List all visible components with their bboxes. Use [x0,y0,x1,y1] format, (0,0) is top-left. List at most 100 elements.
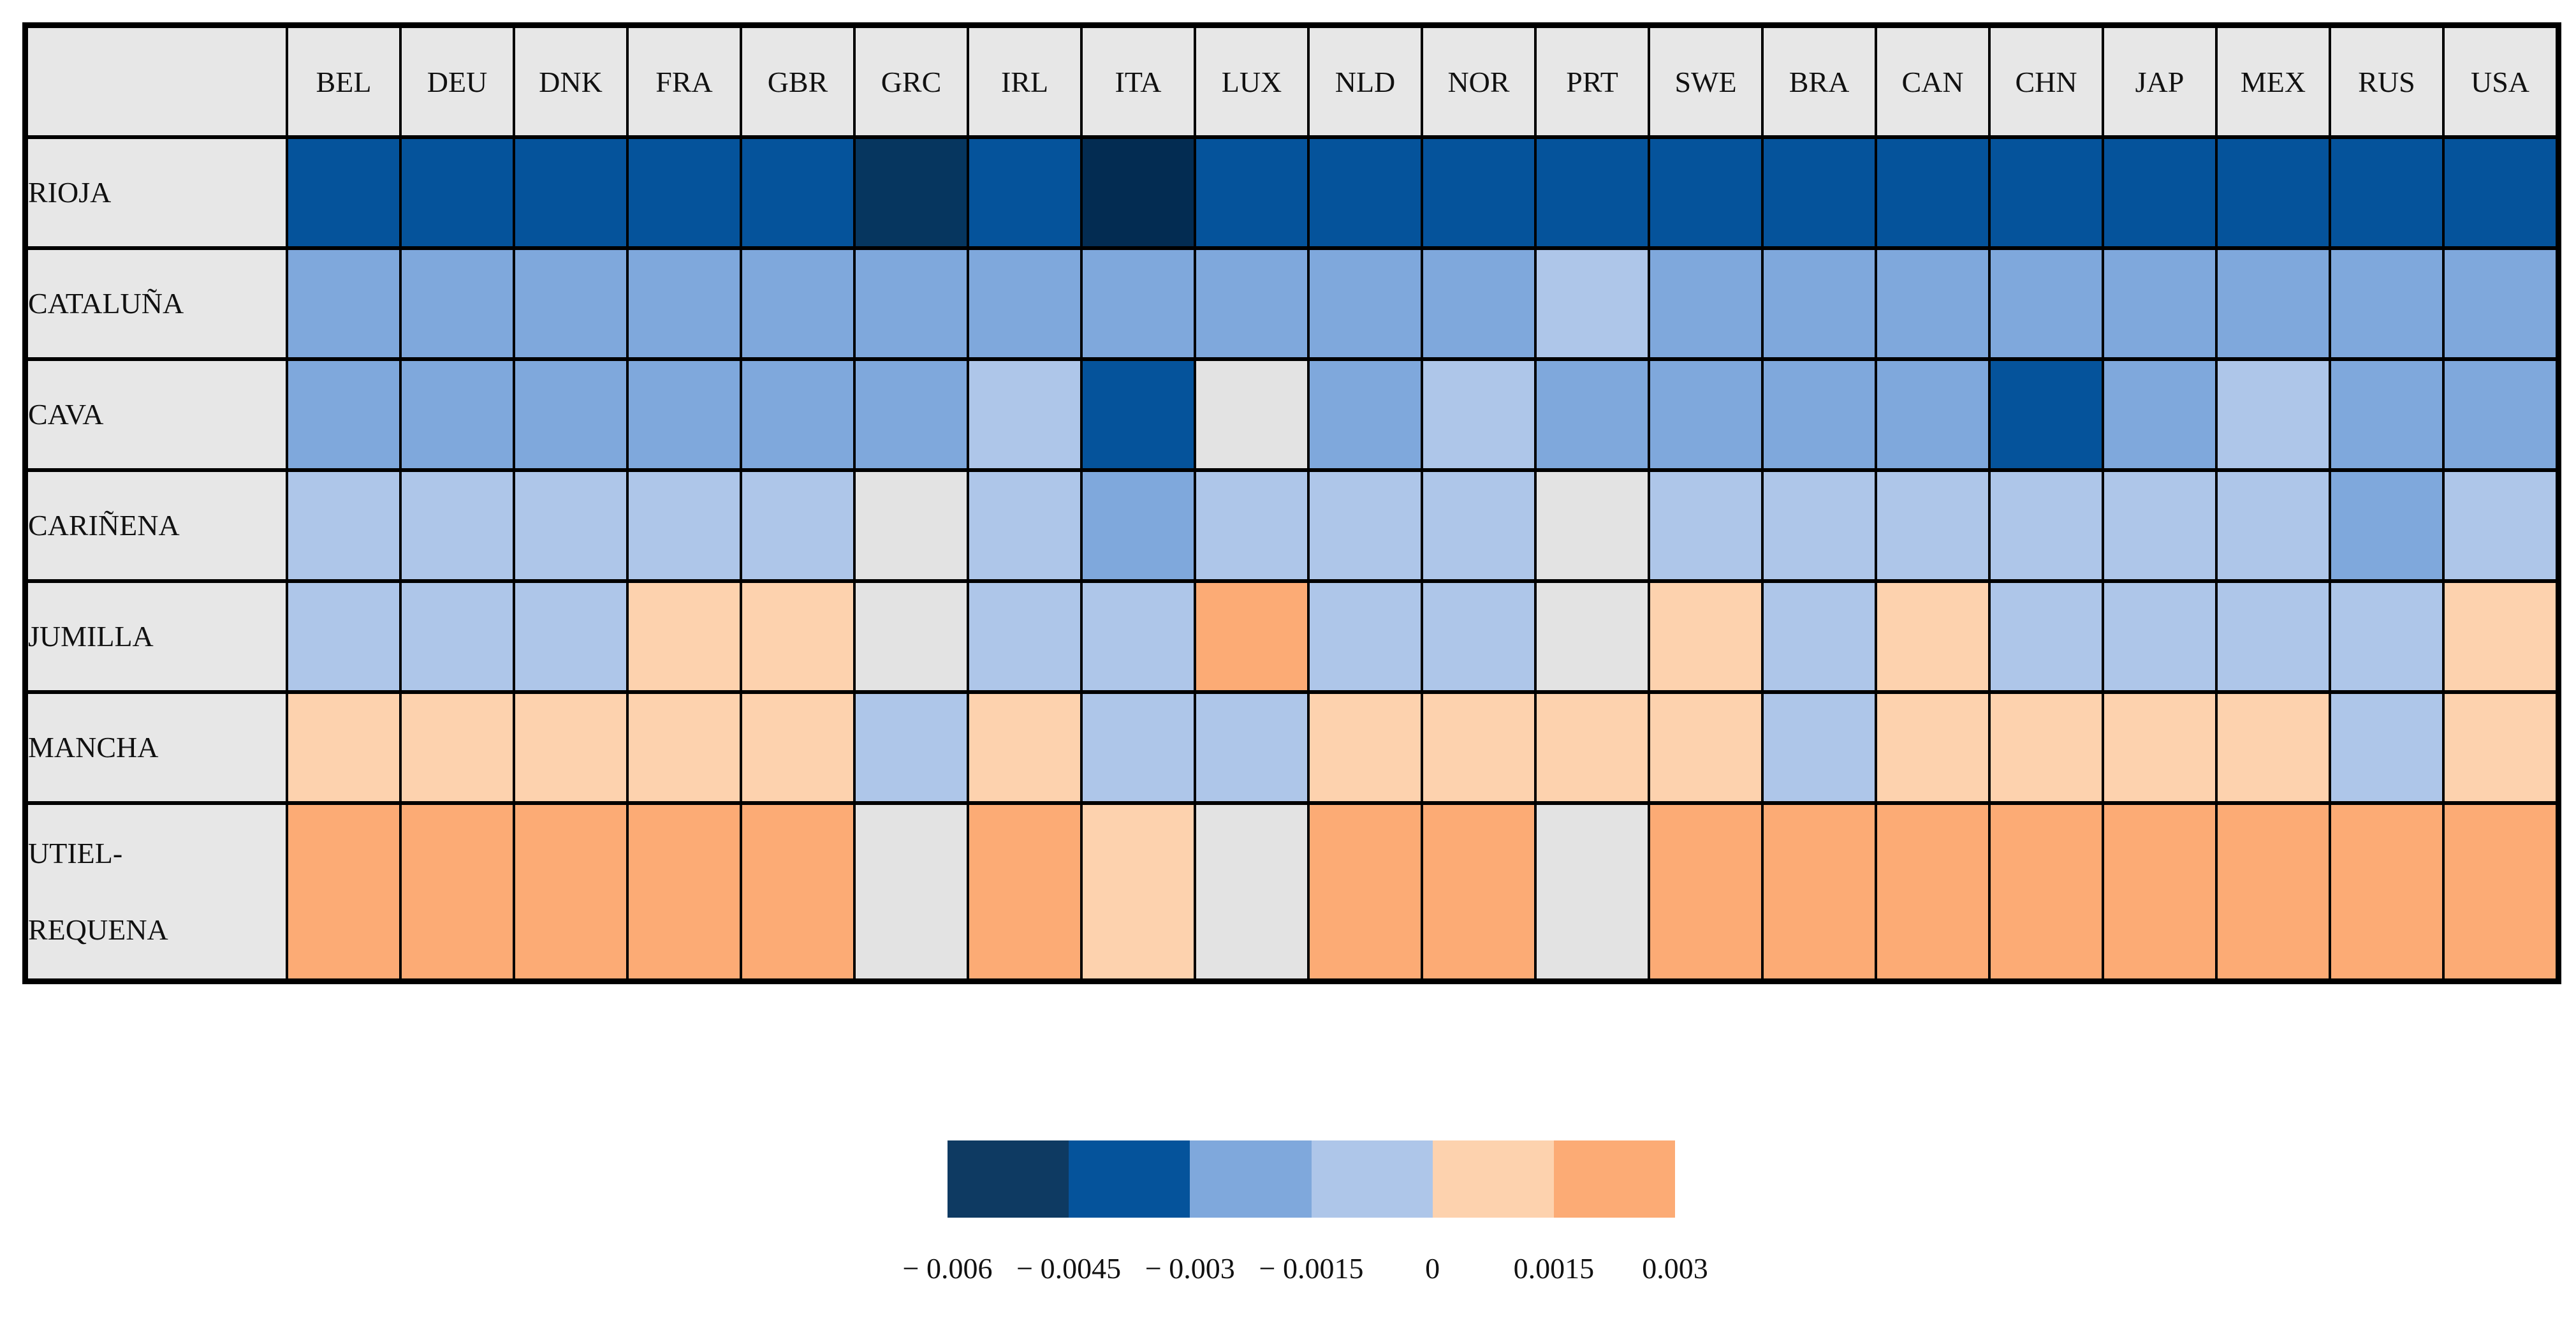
heatmap-cell [2215,579,2331,694]
heatmap-cell [2329,246,2445,361]
heatmap-cell [853,246,969,361]
heatmap-cell [2442,468,2560,583]
heatmap-cell [626,357,742,472]
heatmap-cell [1648,579,1764,694]
column-header-swe: SWE [1648,23,1764,139]
heatmap-cell [2442,690,2560,805]
column-header-bel: BEL [286,23,402,139]
row-label: JUMILLA [24,579,288,694]
color-legend-bar [948,1140,1676,1218]
column-header-bra: BRA [1761,23,1877,139]
heatmap-cell [626,468,742,583]
corner-cell [24,23,288,139]
heatmap-cell [399,801,515,984]
heatmap-cell [1194,801,1310,984]
legend-tick-label: − 0.0045 [1016,1252,1122,1285]
heatmap-cell [853,135,969,250]
heatmap-cell [286,357,402,472]
heatmap-cell [2102,468,2218,583]
heatmap-cell [1761,357,1877,472]
heatmap-cell [1307,135,1423,250]
heatmap-cell [1875,357,1991,472]
heatmap-cell [1988,579,2104,694]
heatmap-cell [2215,357,2331,472]
heatmap-cell [2442,579,2560,694]
table-row: RIOJA [24,135,2560,250]
heatmap-cell [1988,690,2104,805]
heatmap-cell [853,690,969,805]
heatmap-cell [1080,468,1196,583]
table-row: MANCHA [24,690,2560,805]
heatmap-cell [1988,357,2104,472]
heatmap-cell [2102,690,2218,805]
column-header-ita: ITA [1080,23,1196,139]
heatmap-cell [1988,246,2104,361]
header-row: BEL DEU DNK FRA GBR GRC IRL ITA LUX NLD NOR PRT SWE B… [24,23,2560,139]
column-header-fra: FRA [626,23,742,139]
heatmap-cell [740,801,856,984]
heatmap-cell [740,579,856,694]
heatmap-cell [1875,135,1991,250]
heatmap-cell [1307,246,1423,361]
heatmap-cell [513,579,629,694]
heatmap-cell [740,357,856,472]
heatmap-cell [2102,135,2218,250]
heatmap-cell [626,135,742,250]
heatmap-cell [967,468,1083,583]
heatmap-cell [1988,468,2104,583]
heatmap-cell [967,579,1083,694]
heatmap-cell [2215,801,2331,984]
table-row: CATALUÑA [24,246,2560,361]
heatmap-cell [513,246,629,361]
heatmap-cell [1875,579,1991,694]
heatmap-cell [2329,579,2445,694]
legend-tick-label: − 0.003 [1145,1252,1235,1285]
table-row: CARIÑENA [24,468,2560,583]
legend-swatch [1190,1140,1312,1218]
heatmap-cell [1307,690,1423,805]
heatmap-cell [2329,468,2445,583]
heatmap-cell [2102,357,2218,472]
heatmap-cell [286,246,402,361]
heatmap-cell [513,135,629,250]
legend-swatch [1432,1140,1554,1218]
heatmap-cell [2215,468,2331,583]
table-row: CAVA [24,357,2560,472]
heatmap-cell [853,357,969,472]
heatmap-cell [1194,246,1310,361]
heatmap-cell [1534,357,1650,472]
heatmap-cell [1421,690,1537,805]
heatmap-table: BEL DEU DNK FRA GBR GRC IRL ITA LUX NLD NOR PRT SWE B… [22,22,2561,984]
heatmap-cell [1307,801,1423,984]
heatmap-cell [1421,468,1537,583]
heatmap-cell [286,801,402,984]
heatmap-cell [853,468,969,583]
heatmap-cell [2215,246,2331,361]
column-header-deu: DEU [399,23,515,139]
heatmap-cell [2329,690,2445,805]
heatmap-cell [1761,579,1877,694]
heatmap-cell [1875,468,1991,583]
heatmap-cell [626,246,742,361]
heatmap-cell [626,579,742,694]
column-header-rus: RUS [2329,23,2445,139]
heatmap-cell [1875,246,1991,361]
column-header-nor: NOR [1421,23,1537,139]
column-header-usa: USA [2442,23,2560,139]
heatmap-cell [1648,468,1764,583]
row-label: CAVA [24,357,288,472]
heatmap-cell [1421,135,1537,250]
column-header-dnk: DNK [513,23,629,139]
heatmap-cell [626,690,742,805]
heatmap-cell [626,801,742,984]
heatmap-cell [1534,246,1650,361]
heatmap-cell [1875,801,1991,984]
heatmap-cell [853,579,969,694]
heatmap-cell [286,690,402,805]
column-header-jap: JAP [2102,23,2218,139]
heatmap-cell [2329,801,2445,984]
legend-swatch [1311,1140,1433,1218]
row-label: UTIEL- REQUENA [24,801,288,984]
heatmap-cell [1761,246,1877,361]
heatmap-cell [1534,801,1650,984]
